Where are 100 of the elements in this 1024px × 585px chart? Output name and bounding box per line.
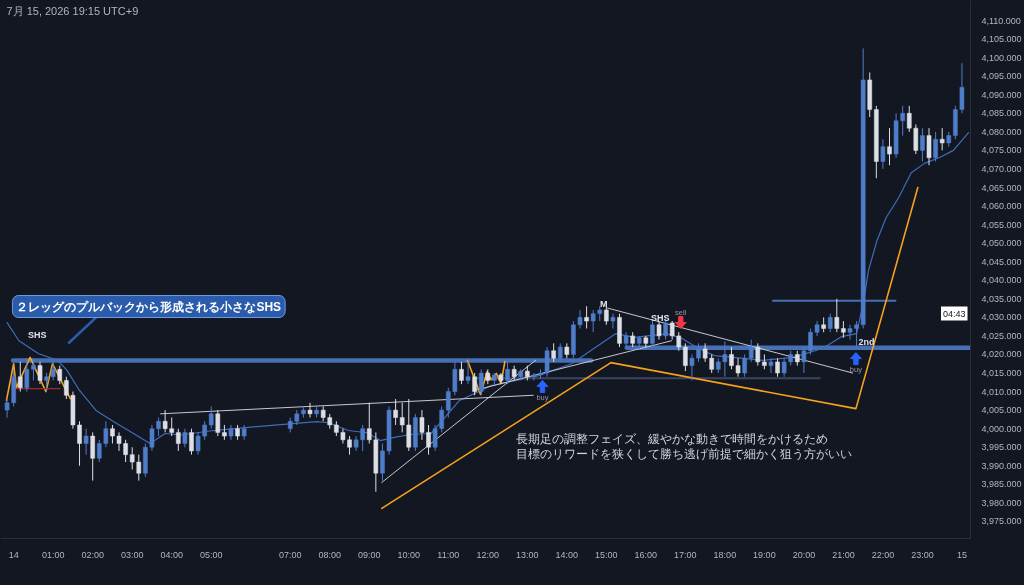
- x-tick-label: 16:00: [634, 549, 658, 560]
- candlestick: [880, 138, 886, 170]
- candlestick: [360, 424, 365, 452]
- y-tick-label: 4,105.000: [981, 34, 1022, 45]
- y-tick-label: 4,015.000: [981, 368, 1022, 379]
- y-tick-label: 4,075.000: [981, 145, 1022, 156]
- candlestick: [90, 431, 95, 482]
- x-tick-label: 17:00: [674, 549, 697, 560]
- x-tick-label: 15: [956, 549, 967, 560]
- candlestick: [136, 454, 142, 482]
- y-tick-label: 3,985.000: [981, 479, 1022, 490]
- x-tick-label: 03:00: [120, 549, 144, 560]
- annotation: SHS: [28, 329, 47, 340]
- y-tick-label: 4,025.000: [981, 330, 1022, 341]
- candlestick: [683, 342, 688, 372]
- x-tick-label: 08:00: [318, 549, 342, 560]
- candlestick: [920, 127, 925, 163]
- candlestick: [156, 417, 161, 437]
- annotation: M: [599, 298, 608, 309]
- y-tick-label: 4,045.000: [981, 256, 1022, 267]
- y-tick-label: 4,030.000: [981, 312, 1022, 323]
- candlestick: [702, 342, 708, 363]
- y-tick-label: 4,100.000: [981, 52, 1022, 63]
- candlestick: [149, 424, 155, 452]
- y-tick-label: 4,020.000: [981, 349, 1022, 360]
- annotation: SHS: [651, 313, 670, 324]
- candlestick: [393, 398, 398, 426]
- x-tick-label: 21:00: [832, 549, 855, 560]
- candlestick: [472, 372, 477, 396]
- chart-title: 7月 15, 2026 19:15 UTC+9: [6, 4, 139, 17]
- candlestick: [808, 327, 813, 355]
- x-tick-label: 11:00: [437, 549, 460, 560]
- x-tick-label: 15:00: [595, 549, 618, 560]
- y-tick-label: 3,990.000: [981, 460, 1022, 471]
- candlestick: [465, 361, 471, 385]
- candlestick: [551, 342, 556, 363]
- x-tick-label: 19:00: [753, 549, 776, 560]
- candlestick: [129, 446, 135, 470]
- annotation: 目標のリワードを狭くして勝ち逃げ前提で細かく狙う方がいい: [516, 446, 853, 461]
- y-tick-label: 3,980.000: [981, 497, 1022, 508]
- y-tick-label: 4,110.000: [981, 15, 1021, 26]
- line-series: [466, 359, 506, 396]
- candlestick: [827, 313, 833, 333]
- y-tick-label: 4,085.000: [981, 108, 1022, 119]
- candlestick: [406, 398, 412, 452]
- x-tick-label: 05:00: [199, 549, 223, 560]
- candlestick: [933, 131, 938, 163]
- y-tick-label: 4,000.000: [981, 423, 1022, 434]
- x-tick-label: 09:00: [358, 549, 381, 560]
- x-tick-label: 14: [8, 549, 19, 560]
- x-tick-label: 20:00: [792, 549, 816, 560]
- candlestick: [926, 127, 932, 166]
- x-tick-label: 01:00: [41, 549, 65, 560]
- candlestick: [83, 428, 89, 456]
- candlestick: [584, 305, 589, 329]
- candlestick: [610, 313, 616, 329]
- annotation: 04:43: [942, 308, 966, 319]
- candlestick: [650, 320, 655, 348]
- candlestick: [57, 365, 63, 385]
- x-tick-label: 22:00: [871, 549, 895, 560]
- x-tick-label: 12:00: [476, 549, 500, 560]
- candlestick: [478, 368, 484, 396]
- candlestick: [208, 405, 214, 430]
- y-tick-label: 4,060.000: [981, 201, 1022, 212]
- x-tick-label: 10:00: [397, 549, 421, 560]
- x-tick-label: 07:00: [278, 549, 302, 560]
- candlestick: [399, 402, 405, 433]
- x-tick-label: 04:00: [160, 549, 183, 560]
- candlestick: [176, 428, 181, 452]
- x-tick-label: 14:00: [555, 549, 579, 560]
- x-tick-label: 18:00: [713, 549, 737, 560]
- candlestick: [459, 361, 464, 385]
- candlestick: [17, 361, 23, 393]
- annotation: 長期足の調整フェイズ、緩やかな動きで時間をかけるため: [516, 431, 829, 446]
- x-tick-label: 23:00: [911, 549, 934, 560]
- candlestick: [656, 320, 662, 341]
- y-tick-label: 3,995.000: [981, 442, 1022, 453]
- candlestick: [742, 353, 747, 378]
- candlestick: [748, 339, 754, 363]
- candlestick: [557, 342, 563, 363]
- x-tick-label: 02:00: [81, 549, 104, 560]
- y-tick-label: 4,095.000: [981, 71, 1022, 82]
- candlestick: [939, 127, 945, 151]
- annotation: ２レッグのプルバックから形成される小さなSHS: [16, 299, 282, 314]
- candlestick: [189, 428, 194, 456]
- x-tick-label: 13:00: [516, 549, 539, 560]
- candlestick: [307, 402, 313, 419]
- candlestick: [781, 357, 787, 378]
- candlestick: [505, 361, 510, 385]
- candlestick: [775, 357, 780, 378]
- candlestick: [755, 342, 761, 367]
- candlestick: [801, 346, 807, 374]
- candlestick: [709, 353, 714, 374]
- y-tick-label: 4,080.000: [981, 126, 1022, 137]
- y-tick-label: 4,005.000: [981, 405, 1022, 416]
- y-tick-label: 4,010.000: [981, 386, 1022, 397]
- candlestick: [215, 409, 221, 437]
- annotation: 2nd: [858, 336, 875, 347]
- candlestick: [768, 357, 774, 374]
- candlestick: [182, 428, 188, 448]
